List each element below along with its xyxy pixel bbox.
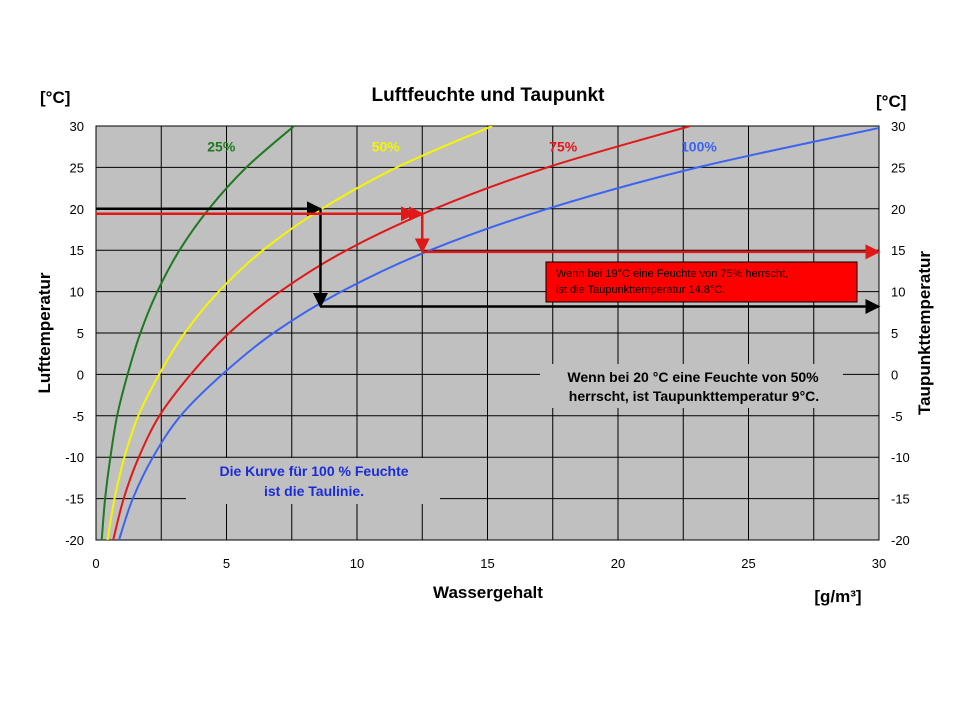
y-tick-label-right: -5 <box>891 409 903 424</box>
y-tick-label-right: -15 <box>891 492 910 507</box>
x-tick-label: 15 <box>480 556 494 571</box>
x-tick-label: 5 <box>223 556 230 571</box>
series-line-50pct <box>106 126 493 540</box>
y-tick-label-left: -10 <box>65 450 84 465</box>
annotation-red-line-1: Wenn bei 19°C eine Feuchte von 75% herrs… <box>556 268 788 280</box>
series-label-50pct: 50% <box>372 139 401 155</box>
y-tick-label-left: 20 <box>70 202 84 217</box>
y-tick-label-right: 0 <box>891 367 898 382</box>
annotation-blue-box <box>186 458 440 504</box>
y-tick-label-left: 10 <box>70 285 84 300</box>
y-tick-label-right: 5 <box>891 326 898 341</box>
grid <box>95 125 880 541</box>
y-tick-label-right: -10 <box>891 450 910 465</box>
annotation-black-bg <box>540 364 843 408</box>
annotation-blue-line-2: ist die Taulinie. <box>264 483 364 499</box>
series-line-75pct <box>112 126 691 540</box>
y-tick-label-left: 0 <box>77 367 84 382</box>
series-group <box>100 126 879 540</box>
y-tick-label-left: 15 <box>70 243 84 258</box>
y-tick-label-right: 25 <box>891 160 905 175</box>
y-tick-label-left: -5 <box>72 409 84 424</box>
series-line-25pct <box>100 126 295 540</box>
y-tick-label-right: 10 <box>891 285 905 300</box>
annotation-blue: Die Kurve für 100 % Feuchte ist die Taul… <box>186 458 440 504</box>
y-tick-label-left: 30 <box>70 119 84 134</box>
tick-labels: 0 5 10 15 20 25 30 30 30 25 25 20 20 15 15 10 10 5 5 0 0 -5 -5… <box>65 119 910 571</box>
series-line-100pct <box>118 126 879 540</box>
x-tick-label: 30 <box>872 556 886 571</box>
annotation-red: Wenn bei 19°C eine Feuchte von 75% herrs… <box>545 261 858 303</box>
series-label-25pct: 25% <box>207 139 236 155</box>
y-tick-label-left: -20 <box>65 533 84 548</box>
chart-title: Luftfeuchte und Taupunkt <box>372 85 606 106</box>
annotation-black: Wenn bei 20 °C eine Feuchte von 50% herr… <box>540 364 843 408</box>
annotation-red-box <box>545 261 858 303</box>
y-unit-left: [°C] <box>40 88 70 107</box>
y-tick-label-left: -15 <box>65 492 84 507</box>
y2-axis-label: Taupunkttemperatur <box>915 251 934 415</box>
y-tick-label-right: 30 <box>891 119 905 134</box>
annotation-red-line-2: ist die Taupunkttemperatur 14.8°C. <box>556 284 725 296</box>
annotation-black-line-2: herrscht, ist Taupunkttemperatur 9°C. <box>569 388 819 404</box>
series-labels: 25% 50% 75% 100% <box>207 139 717 155</box>
y-tick-label-right: -20 <box>891 533 910 548</box>
x-unit: [g/m³] <box>814 587 861 606</box>
y-tick-label-left: 25 <box>70 160 84 175</box>
annotation-blue-line-1: Die Kurve für 100 % Feuchte <box>219 463 408 479</box>
x-tick-label: 0 <box>92 556 99 571</box>
series-label-100pct: 100% <box>681 139 717 155</box>
annotation-black-line-1: Wenn bei 20 °C eine Feuchte von 50% <box>567 369 819 385</box>
y-unit-right: [°C] <box>876 92 906 111</box>
y-tick-label-right: 20 <box>891 202 905 217</box>
y-axis-label: Lufttemperatur <box>35 272 54 393</box>
guide-lines <box>96 201 881 315</box>
x-tick-label: 20 <box>611 556 625 571</box>
x-axis-label: Wassergehalt <box>433 583 543 602</box>
y-tick-label-right: 15 <box>891 243 905 258</box>
x-tick-label: 10 <box>350 556 364 571</box>
series-label-75pct: 75% <box>549 139 578 155</box>
y-tick-label-left: 5 <box>77 326 84 341</box>
x-tick-label: 25 <box>741 556 755 571</box>
